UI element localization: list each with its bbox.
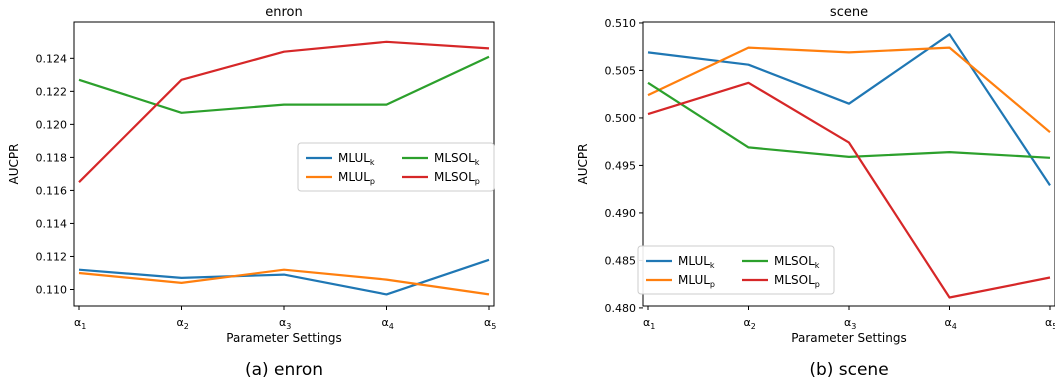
x-tick-label: α1 [74, 316, 86, 331]
series-line-mlsol-k [78, 55, 490, 114]
x-axis-label: Parameter Settings [226, 331, 341, 345]
legend-label: MLSOLp [434, 170, 480, 186]
x-tick-label: α1 [643, 316, 655, 331]
legend-box [637, 245, 835, 295]
y-tick-label: 0.500 [605, 112, 637, 125]
y-tick-label: 0.490 [605, 207, 637, 220]
x-tick-label: α4 [945, 316, 957, 331]
y-tick-label: 0.120 [36, 118, 68, 131]
y-tick-label: 0.485 [605, 254, 637, 267]
x-axis-label: Parameter Settings [791, 331, 906, 345]
panel-scene: scene 0.480 0.485 0.490 0.495 0.500 0.505 0.510… [576, 5, 1055, 380]
y-tick-label: 0.124 [36, 52, 68, 65]
y-tick-label: 0.116 [36, 184, 68, 197]
y-tick-label: 0.112 [36, 250, 68, 263]
legend-label: MLULk [338, 151, 375, 167]
legend-label: MLULp [678, 273, 715, 289]
chart-title: enron [265, 5, 303, 20]
series-line-mlul-k [647, 33, 1051, 187]
y-tick-label: 0.495 [605, 159, 637, 172]
series-line-mlsol-p [647, 81, 1051, 299]
legend-label: MLSOLk [434, 151, 480, 167]
y-tick-label: 0.510 [605, 17, 637, 30]
x-tick-label: α3 [844, 316, 856, 331]
series-line-mlul-k [78, 258, 490, 296]
chart-title: scene [830, 5, 868, 20]
legend-box [297, 142, 495, 192]
y-tick-label: 0.114 [36, 217, 68, 230]
x-tick-label: α2 [744, 316, 756, 331]
y-tick-label: 0.122 [36, 85, 68, 98]
legend: MLULk MLULp MLSOLk MLSOLp [297, 142, 495, 192]
y-tick-label: 0.118 [36, 151, 68, 164]
x-tick-label: α4 [382, 316, 394, 331]
panel-enron: enron 0.110 0.112 0.114 0.116 0.118 0.120 0.122… [7, 5, 496, 380]
legend-label: MLULk [678, 254, 715, 270]
y-tick-label: 0.110 [36, 283, 68, 296]
x-tick-label: α5 [1045, 316, 1055, 331]
legend-label: MLSOLp [774, 273, 820, 289]
series-line-mlsol-k [647, 81, 1051, 159]
y-axis-label: AUCPR [7, 144, 21, 185]
x-tick-label: α5 [484, 316, 496, 331]
figure-caption: (a) enron [245, 360, 323, 380]
y-tick-label: 0.505 [605, 64, 637, 77]
x-tick-label: α2 [177, 316, 189, 331]
y-axis-label: AUCPR [576, 144, 590, 185]
y-tick-label: 0.480 [605, 302, 637, 315]
series-line-mlsol-p [78, 40, 490, 183]
legend-label: MLSOLk [774, 254, 820, 270]
x-tick-label: α3 [279, 316, 291, 331]
series-line-mlul-p [78, 268, 490, 296]
series-line-mlul-p [647, 46, 1051, 134]
figure-caption: (b) scene [809, 360, 888, 380]
legend: MLULk MLULp MLSOLk MLSOLp [637, 245, 835, 295]
legend-label: MLULp [338, 170, 375, 186]
